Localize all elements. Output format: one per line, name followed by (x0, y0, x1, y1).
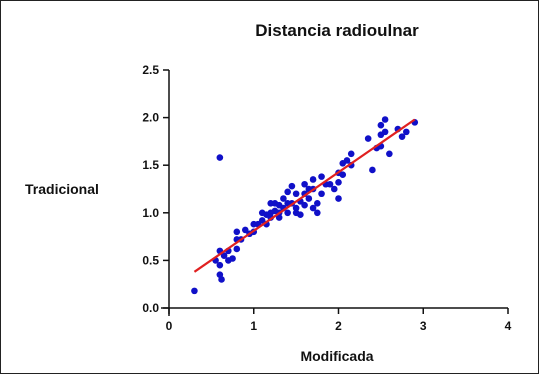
x-tick-label: 2 (335, 319, 342, 333)
x-tick-label: 1 (250, 319, 257, 333)
data-point (284, 209, 291, 217)
regression-line (193, 118, 416, 273)
data-point (241, 226, 249, 234)
data-point (258, 217, 266, 224)
data-point (326, 180, 334, 188)
data-point (335, 179, 342, 186)
data-point (377, 121, 385, 129)
data-point (343, 157, 351, 164)
data-point (330, 185, 338, 193)
data-point (288, 182, 296, 190)
x-tick-label: 4 (505, 319, 512, 333)
y-tick-label: 1.0 (142, 206, 159, 220)
data-point (347, 150, 355, 158)
y-tick-label: 2.5 (142, 63, 159, 77)
x-tick-label: 3 (420, 319, 427, 333)
data-point (335, 195, 342, 202)
data-point (301, 180, 308, 188)
data-point (386, 150, 393, 158)
data-point (284, 188, 291, 196)
data-point (309, 176, 317, 183)
data-point (216, 154, 224, 161)
y-tick-label: 2.0 (142, 111, 159, 125)
data-point (216, 261, 224, 269)
data-point (314, 209, 321, 217)
y-tick-label: 0.5 (142, 253, 159, 267)
data-point (318, 190, 325, 198)
axes: 0.0 0.5 1.0 1.5 2.0 2.5 0 1 2 3 4 (142, 63, 511, 333)
data-point (218, 276, 225, 283)
data-point (191, 287, 198, 295)
data-point (229, 255, 236, 262)
y-tick-label: 0.0 (142, 301, 159, 315)
data-point (398, 133, 406, 140)
data-points (191, 116, 419, 295)
data-point (314, 199, 321, 207)
data-point (305, 195, 313, 202)
data-point (381, 116, 389, 123)
data-point (318, 173, 325, 180)
data-point (280, 195, 287, 202)
y-axis-label: Tradicional (25, 181, 99, 197)
data-point (275, 214, 283, 221)
data-point (297, 211, 304, 219)
data-point (403, 128, 410, 136)
data-point (233, 228, 241, 236)
chart-title: Distancia radioulnar (255, 21, 419, 40)
data-point (301, 201, 308, 209)
x-tick-label: 0 (166, 319, 173, 333)
regression-line-group (193, 118, 416, 273)
data-point (339, 171, 347, 179)
y-tick-label: 1.5 (142, 158, 159, 172)
data-point (220, 252, 228, 259)
data-point (292, 204, 300, 212)
data-point (233, 245, 241, 253)
data-point (381, 128, 389, 136)
data-point (364, 135, 372, 142)
data-point (292, 190, 300, 198)
x-axis-label: Modificada (300, 348, 373, 364)
data-point (309, 204, 317, 212)
data-point (369, 166, 376, 174)
